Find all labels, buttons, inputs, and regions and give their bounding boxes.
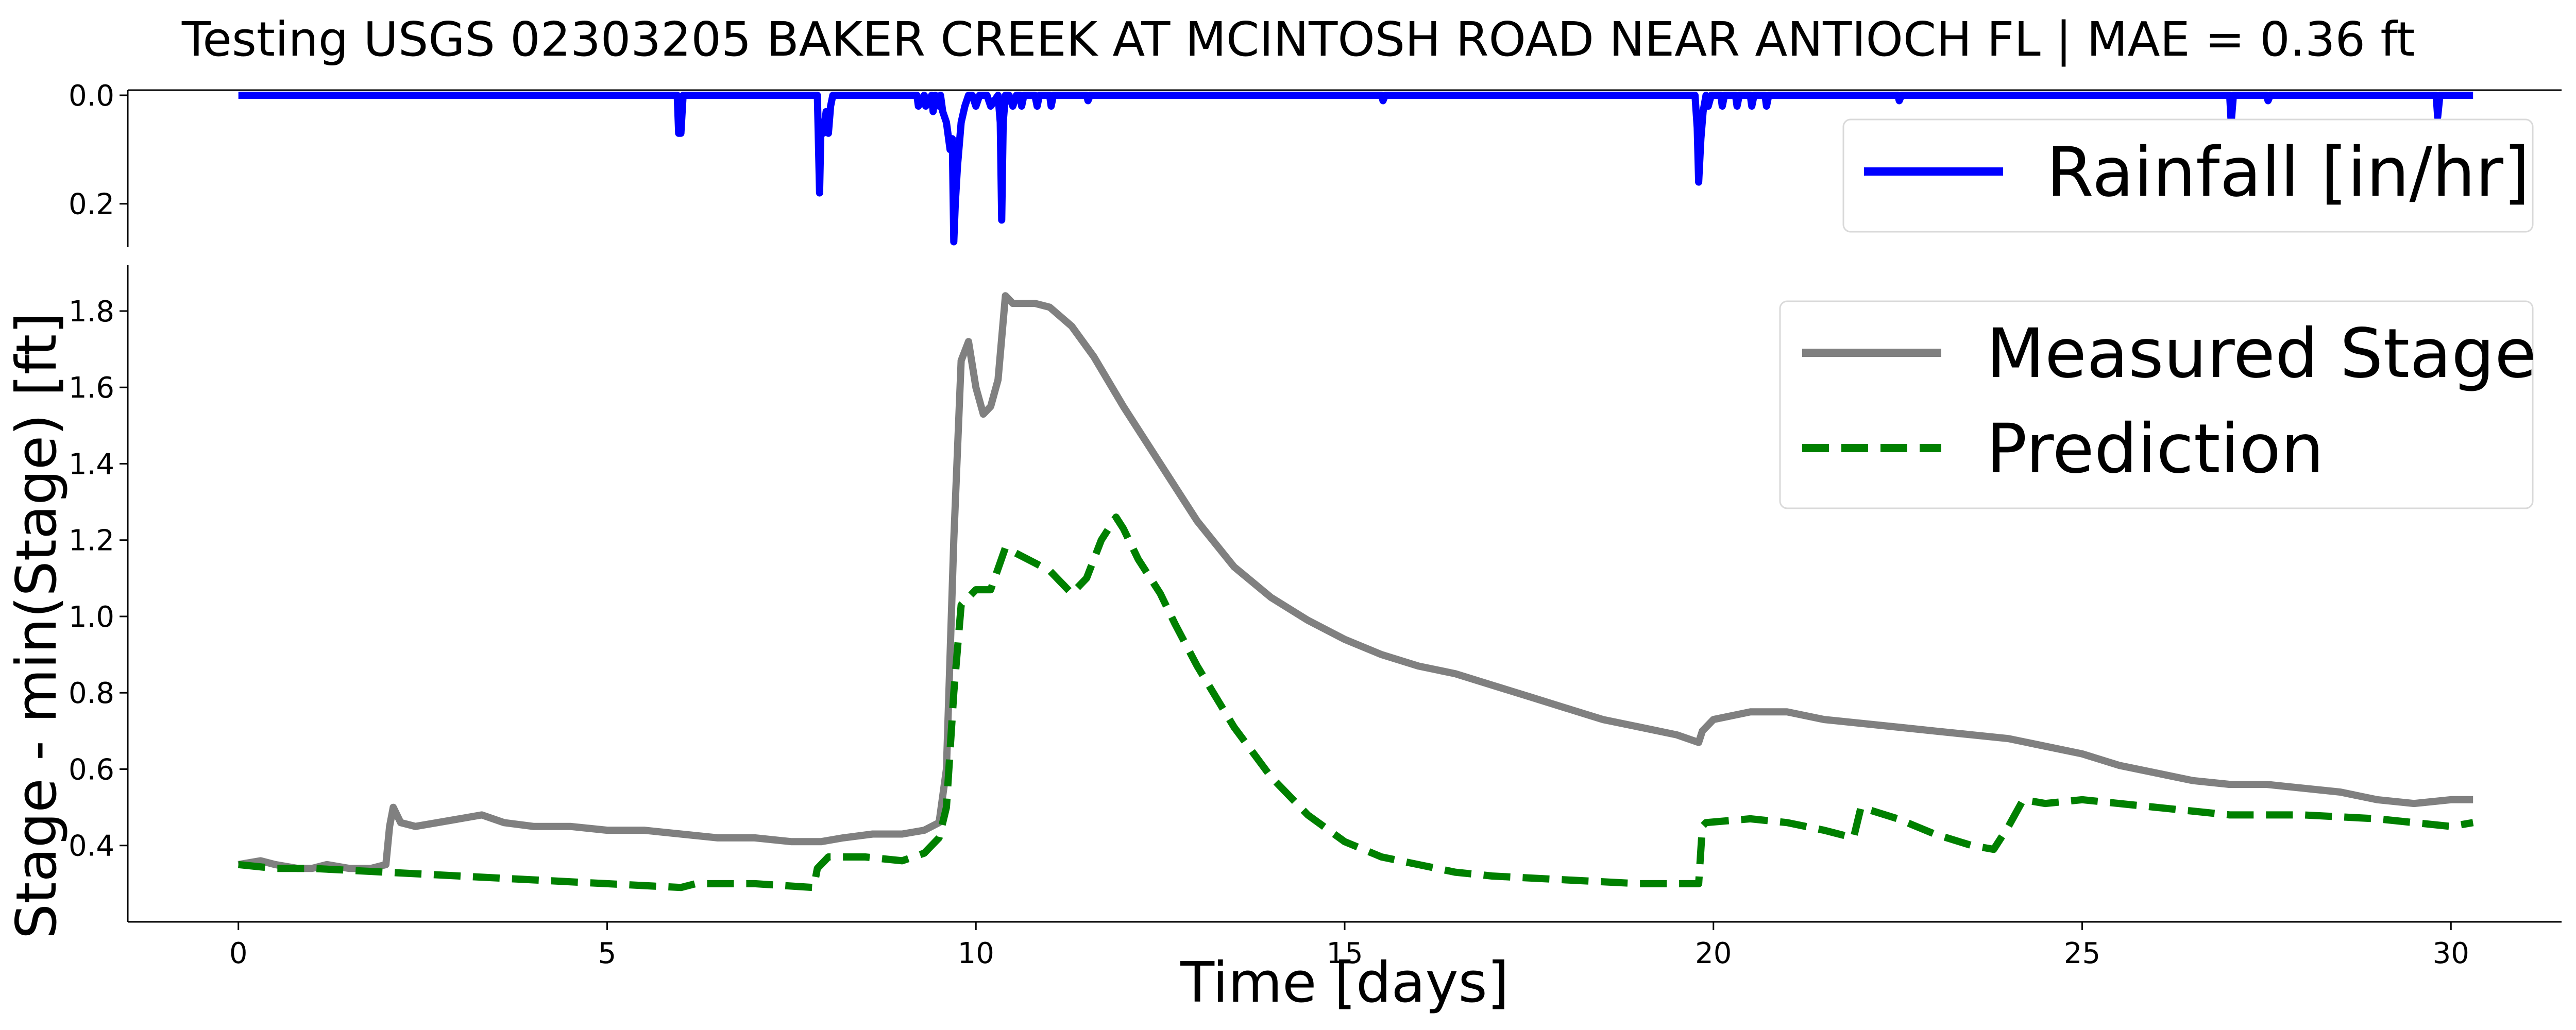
rainfall-axes: 0.0 0.2 [69, 79, 2562, 247]
rainfall-legend: Rainfall [in/hr] [1842, 118, 2534, 233]
stage-x-tick-label: 15 [1326, 937, 1363, 970]
rainfall-legend-box [1842, 118, 2534, 233]
stage-x-tick-label: 30 [2433, 937, 2469, 970]
stage-axes: 0.4 0.6 0.8 1.0 1.2 1.4 1.6 1.8 0 5 10 15 20 25 30 [69, 265, 2562, 970]
stage-y-tick-label: 0.6 [69, 753, 114, 786]
stage-x-tick-label: 25 [2064, 937, 2100, 970]
x-axis-label: Time [days] [1180, 951, 1509, 1015]
prediction-line [238, 513, 2474, 891]
stage-panel: 0.4 0.6 0.8 1.0 1.2 1.4 1.6 1.8 0 5 10 15 20 25 30 Mea… [5, 265, 2562, 1015]
rainfall-y-tick-label: 0.0 [69, 79, 114, 113]
stage-x-tick-label: 20 [1695, 937, 1732, 970]
y-axis-label: Stage - min(Stage) [ft] [5, 313, 69, 939]
stage-x-tick-label: 0 [229, 937, 248, 970]
rainfall-series-group [238, 92, 2473, 246]
stage-legend-label: Prediction [1986, 409, 2324, 489]
rainfall-y-tick-label: 0.2 [69, 188, 114, 221]
stage-legend-label: Measured Stage [1986, 314, 2536, 393]
stage-y-tick-label: 0.4 [69, 830, 114, 863]
stage-y-tick-label: 0.8 [69, 677, 114, 710]
stage-legend: Measured Stage Prediction [1779, 300, 2536, 509]
measured-stage-line [238, 292, 2473, 872]
rainfall-line [238, 92, 2473, 246]
stage-legend-box [1779, 300, 2534, 509]
stage-x-tick-label: 10 [958, 937, 994, 970]
stage-series-group [238, 292, 2474, 891]
stage-y-tick-label: 1.4 [69, 448, 114, 481]
stage-y-tick-label: 1.8 [69, 295, 114, 329]
stage-y-tick-label: 1.0 [69, 600, 114, 634]
chart-title: Testing USGS 02303205 BAKER CREEK AT MCI… [181, 12, 2415, 67]
stage-y-tick-label: 1.6 [69, 371, 114, 405]
rainfall-panel: 0.0 0.2 Rainfall [in/hr] [69, 79, 2562, 247]
stage-y-tick-label: 1.2 [69, 524, 114, 558]
stage-x-tick-label: 5 [598, 937, 617, 970]
rainfall-legend-label: Rainfall [in/hr] [2046, 133, 2530, 212]
